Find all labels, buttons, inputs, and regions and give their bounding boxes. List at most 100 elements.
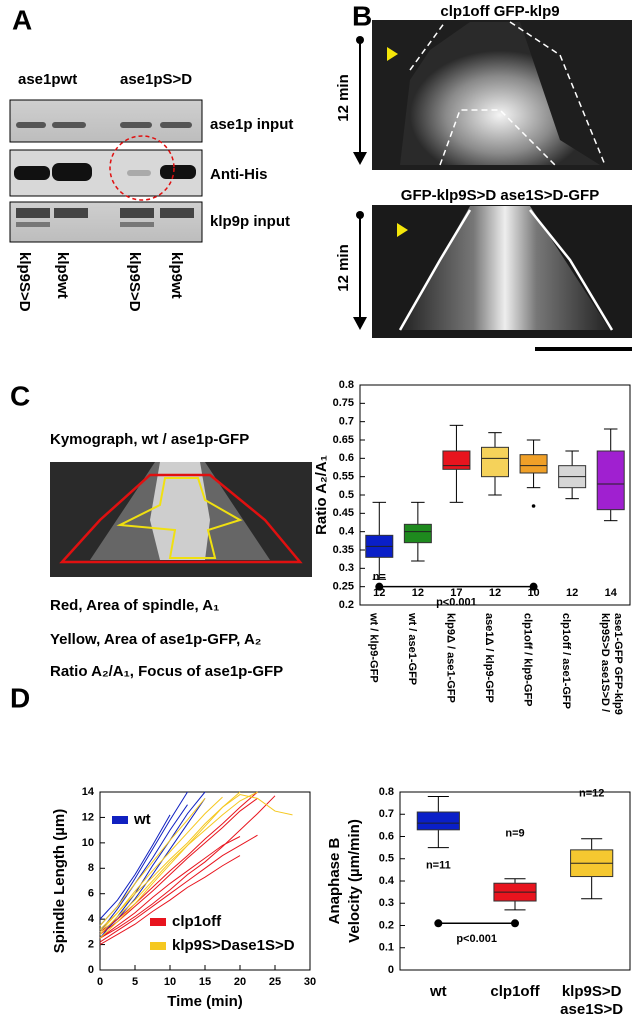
box (596, 450, 625, 511)
y-tick-label: 0.3 (339, 562, 354, 574)
y-tick-label: 8 (88, 862, 94, 874)
significance-label: p<0.001 (436, 597, 477, 609)
condition-label: ase1pS>D (120, 71, 192, 88)
y-tick-label: 0.5 (339, 489, 354, 501)
legend-label: clp1off (172, 913, 222, 930)
significance-end (375, 582, 384, 591)
n-value: 17 (450, 587, 462, 599)
y-tick-label: 6 (88, 888, 94, 900)
y-tick-label: 0.8 (339, 379, 354, 391)
legend-swatch (150, 918, 166, 926)
x-tick-label: 10 (164, 976, 176, 988)
legend-label: klp9S>Dase1S>D (172, 937, 295, 954)
row-label: ase1p input (210, 116, 293, 133)
lane-label: klp9wt (54, 252, 71, 299)
n-label: n= (373, 571, 386, 583)
n-value: 12 (489, 587, 501, 599)
x-tick-label: clp1off (490, 983, 540, 1000)
panel-letter: B (352, 0, 372, 31)
row-label: Anti-His (210, 166, 268, 183)
box (416, 811, 460, 831)
box (519, 454, 548, 474)
trace (99, 855, 241, 946)
x-tick-label: clp1off / ase1-GFP (560, 613, 572, 709)
n-value: 12 (566, 587, 578, 599)
n-label: n=9 (505, 828, 524, 840)
x-tick-label: wt / ase1-GFP (406, 612, 418, 685)
y-tick-label: 0.4 (379, 875, 395, 887)
trace (99, 797, 258, 935)
legend-swatch (112, 816, 128, 824)
y-tick-label: 2 (88, 938, 94, 950)
x-tick-label: klp9Δ / ase1-GFP (445, 613, 457, 703)
x-tick-label: klp9S>D (562, 983, 622, 1000)
x-tick-label: 5 (132, 976, 138, 988)
y-tick-label: 0.6 (379, 830, 394, 842)
y-axis-label: Velocity (µm/min) (346, 819, 363, 943)
x-tick-label: 0 (97, 976, 103, 988)
trace (99, 836, 241, 939)
y-tick-label: 0 (88, 964, 94, 976)
trace (99, 804, 188, 933)
trace (99, 795, 276, 939)
y-axis-label: Spindle Length (µm) (51, 809, 68, 953)
x-tick-label: ase1-GFP GFP-klp9 (612, 613, 624, 715)
legend-text: Yellow, Area of ase1p-GFP, A₂ (50, 631, 261, 648)
y-tick-label: 0.35 (333, 544, 354, 556)
trace (99, 834, 258, 943)
significance-end (529, 582, 538, 591)
legend-label: wt (133, 811, 151, 828)
significance-end (511, 919, 519, 928)
y-tick-label: 0.7 (339, 416, 354, 428)
trace (99, 791, 258, 935)
y-tick-label: 0.45 (333, 507, 354, 519)
x-tick-label: 20 (234, 976, 246, 988)
y-tick-label: 0.25 (333, 581, 354, 593)
x-tick-label: ase1Δ / klp9-GFP (483, 613, 495, 703)
panel-letter: C (10, 380, 30, 411)
y-tick-label: 0.8 (379, 786, 394, 798)
lane-label: klp9S>D (126, 252, 143, 312)
flier (531, 504, 536, 508)
box (442, 450, 471, 470)
significance-end (434, 919, 443, 928)
trace (99, 791, 241, 939)
row-label: klp9p input (210, 213, 290, 230)
legend-text: Red, Area of spindle, A₁ (50, 597, 219, 614)
kymo-title: GFP-klp9S>D ase1S>D-GFP (401, 187, 599, 204)
panel-letter: A (12, 4, 32, 35)
y-tick-label: 0 (388, 964, 394, 976)
x-tick-label: ase1S>D (560, 1001, 623, 1018)
n-label: n=11 (426, 860, 451, 872)
trace (99, 794, 293, 930)
kymo-title: Kymograph, wt / ase1p-GFP (50, 431, 249, 448)
y-tick-label: 0.1 (379, 942, 394, 954)
y-tick-label: 0.5 (379, 853, 394, 865)
x-tick-label: wt (429, 983, 447, 1000)
y-tick-label: 0.6 (339, 452, 354, 464)
y-axis-label: Ratio A₂/A₁ (313, 455, 330, 535)
y-tick-label: 0.75 (333, 397, 354, 409)
legend-swatch (150, 942, 166, 950)
x-axis-label: Time (min) (167, 993, 243, 1010)
trace (99, 791, 258, 933)
time-label: 12 min (335, 74, 352, 122)
x-tick-label: wt / klp9-GFP (367, 612, 379, 683)
y-tick-label: 0.55 (333, 471, 354, 483)
y-tick-label: 0.2 (379, 919, 394, 931)
n-value: 10 (527, 587, 539, 599)
y-tick-label: 0.65 (333, 434, 354, 446)
kymo-title: clp1off GFP-klp9 (440, 3, 559, 20)
n-value: 12 (373, 587, 385, 599)
y-axis-label: Anaphase B (326, 837, 343, 924)
panel-letter: D (10, 682, 30, 713)
time-label: 12 min (335, 244, 352, 292)
n-value: 12 (412, 587, 424, 599)
legend-text: Ratio A₂/A₁, Focus of ase1p-GFP (50, 663, 283, 680)
gel-image (9, 99, 203, 243)
y-tick-label: 0.2 (339, 599, 354, 611)
y-tick-label: 12 (82, 811, 94, 823)
x-tick-label: 15 (199, 976, 211, 988)
